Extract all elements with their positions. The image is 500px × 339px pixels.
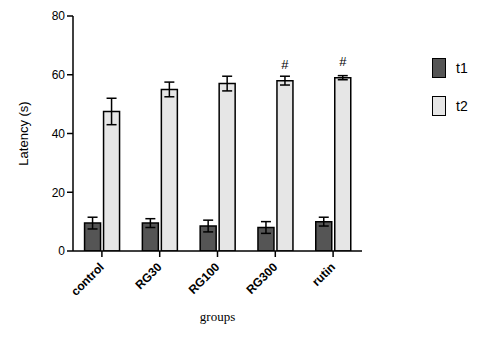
html-text:t2: t2 — [456, 98, 468, 114]
svg-text:40: 40 — [52, 127, 66, 141]
svg-text:RG300: RG300 — [243, 260, 280, 297]
svg-text:rutin: rutin — [309, 260, 338, 289]
svg-text:0: 0 — [58, 244, 65, 258]
svg-text:#: # — [339, 54, 347, 69]
svg-text:80: 80 — [52, 9, 66, 23]
html-text:t1: t1 — [456, 60, 468, 76]
svg-text:60: 60 — [52, 68, 66, 82]
svg-text:control: control — [68, 260, 107, 299]
svg-text:Latency (s): Latency (s) — [16, 101, 31, 165]
svg-text:groups: groups — [200, 309, 235, 324]
svg-text:#: # — [281, 57, 289, 72]
svg-text:20: 20 — [52, 186, 66, 200]
svg-text:RG30: RG30 — [133, 260, 165, 292]
svg-text:RG100: RG100 — [186, 260, 223, 297]
